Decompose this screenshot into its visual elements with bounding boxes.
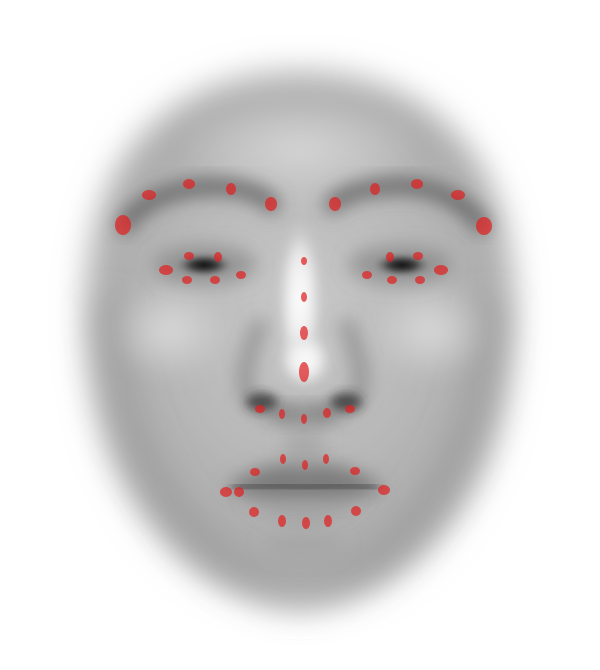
upper-lip-shade [282,427,326,463]
landmark-point [159,265,173,275]
landmark-point [323,408,331,418]
landmark-point [183,179,195,189]
landmark-point [279,409,285,419]
landmark-point [301,292,307,302]
landmark-point [280,454,286,464]
landmark-point [411,179,423,189]
landmark-point [301,414,307,424]
landmark-point [300,326,308,340]
landmark-point [226,183,236,195]
landmark-point [220,487,232,497]
landmark-point [413,252,423,260]
landmark-point [278,515,286,527]
landmark-point [142,190,156,200]
landmark-point [434,265,448,275]
landmark-point [302,517,310,529]
landmark-point [362,271,372,279]
landmark-point [210,276,220,284]
landmark-point [351,506,361,516]
landmark-markers [115,179,492,529]
landmark-point [182,276,192,284]
landmark-point [214,252,222,262]
landmark-point [323,454,329,464]
landmark-point [451,190,465,200]
landmark-point [370,183,380,195]
landmark-point [345,405,355,413]
landmark-point [302,460,308,470]
landmark-point [115,215,131,235]
landmark-point [299,362,309,382]
landmark-point [415,276,425,284]
landmark-point [234,487,244,497]
landmark-point [301,257,307,265]
landmark-point [329,197,341,211]
landmark-point [378,485,390,495]
eyebrows [117,177,490,233]
landmark-point [255,405,265,413]
landmark-point [236,271,246,279]
landmark-point [184,252,194,260]
landmark-point [350,467,360,475]
landmark-point [387,276,397,284]
face-highlights [110,95,490,388]
landmark-point [476,217,492,235]
mouth [225,464,385,559]
landmark-point [250,468,260,476]
landmark-point [386,252,394,262]
landmark-point [249,507,259,517]
landmark-point [324,515,332,527]
landmark-point [265,197,277,211]
